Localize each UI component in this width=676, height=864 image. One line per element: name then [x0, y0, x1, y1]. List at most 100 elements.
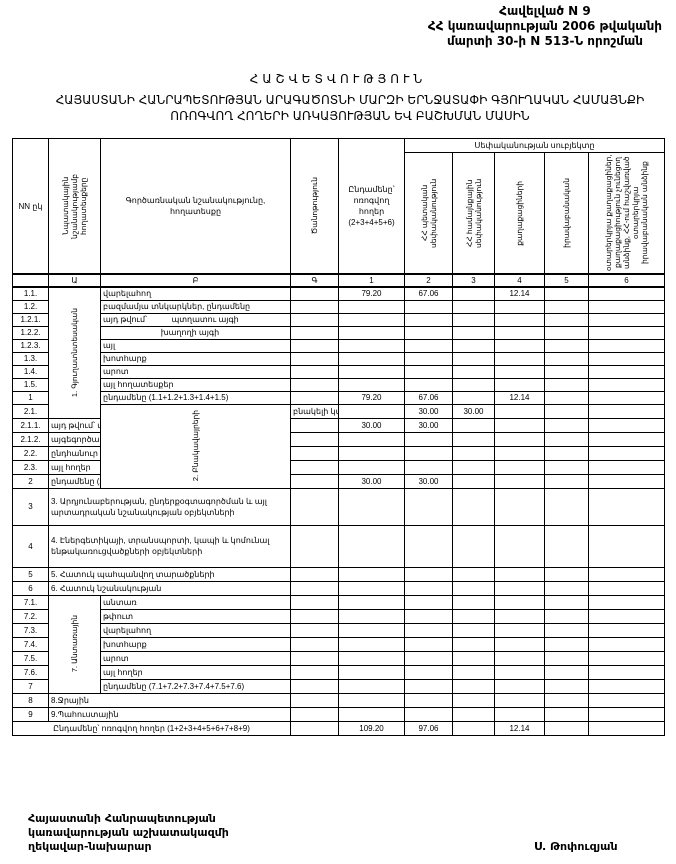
value-col-3 [494, 403, 545, 419]
signatory-line-2: կառավարության աշխատակազմի [28, 826, 229, 839]
note-cell [290, 720, 339, 736]
value-col-4 [494, 325, 545, 340]
value-col-1: 30.00 [338, 417, 405, 433]
row-number: 2.1.1. [12, 417, 49, 433]
header-total: Ընդամենը՝ ոռոգվող հողեր (2+3+4+5+6) [338, 138, 405, 275]
row-label: ընդամենը (1.1+1.2+1.3+1.4+1.5) [100, 390, 291, 405]
value-col-2 [404, 524, 453, 568]
value-col-4 [494, 608, 545, 624]
value-col-4 [494, 377, 545, 392]
note-cell [290, 431, 339, 447]
value-col-3 [452, 678, 495, 694]
note-cell [290, 650, 339, 666]
value-col-6 [587, 445, 666, 461]
value-col-4 [494, 312, 545, 327]
row-label: արոտ [100, 650, 291, 666]
value-col-2 [404, 312, 453, 327]
value-col-4 [494, 650, 545, 666]
row-label: 3. Արդյունաբերության, ընդերքօգտագործման … [48, 487, 291, 526]
value-col-5 [544, 390, 589, 405]
table-row: 2.1.2.այգեգործական (ամառանոցային) [12, 431, 666, 447]
table-row: 7 ընդամենը (7.1+7.2+7.3+7.4+7.5+7.6) [12, 678, 666, 694]
table-body: 1.1. 1. Գյուղատնտեսական վարելահող 79.20 67.0… [12, 286, 666, 736]
row-label: ընդամենը (7.1+7.2+7.3+7.4+7.5+7.6) [100, 678, 291, 694]
value-col-3 [452, 664, 495, 680]
value-col-1 [338, 524, 405, 568]
value-col-5 [544, 431, 589, 447]
value-col-5 [544, 678, 589, 694]
column-code: Ա [48, 273, 101, 288]
table-row: 4 4. Էներգետիկայի, տրանսպորտի, կապի և կոմ… [12, 524, 666, 568]
value-col-3 [452, 390, 495, 405]
row-number: 8 [12, 692, 49, 708]
value-col-4 [494, 351, 545, 366]
note-cell [290, 338, 339, 353]
value-col-3 [452, 364, 495, 379]
column-code: 1 [338, 273, 405, 288]
value-col-3 [452, 351, 495, 366]
value-col-3 [452, 706, 495, 722]
column-code: 6 [587, 273, 666, 288]
value-col-2 [404, 338, 453, 353]
row-number: 1.2. [12, 299, 49, 314]
value-col-5 [544, 580, 589, 596]
value-col-4 [494, 299, 545, 314]
column-code: Գ [290, 273, 339, 288]
value-col-1 [338, 338, 405, 353]
value-col-1: 30.00 [338, 473, 405, 489]
value-col-5 [544, 351, 589, 366]
note-cell [290, 459, 339, 475]
value-col-5 [544, 650, 589, 666]
value-col-5 [587, 403, 666, 419]
value-col-6 [587, 312, 666, 327]
value-col-1 [338, 445, 405, 461]
header-c6-cell: օտարերկրյա քաղաքացիներ, քաղաքացիություն … [587, 152, 666, 275]
column-code: 5 [544, 273, 589, 288]
row-label: անտառ [100, 594, 291, 610]
value-col-4 [494, 706, 545, 722]
signatory-line-1: Հայաստանի Հանրապետության [28, 812, 216, 825]
value-col-5 [544, 608, 589, 624]
table-row: 1.1. 1. Գյուղատնտեսական վարելահող 79.20 67.0… [12, 286, 666, 419]
value-col-3 [452, 594, 495, 610]
value-col-2: 67.06 [404, 390, 453, 405]
row-label: թփուտ [100, 608, 291, 624]
value-col-1: 30.00 [404, 403, 453, 419]
value-col-6 [587, 580, 666, 596]
note-cell [290, 473, 339, 489]
value-col-1 [338, 594, 405, 610]
value-col-6 [587, 622, 666, 638]
value-col-2 [404, 364, 453, 379]
row-number: 3 [12, 487, 49, 526]
table-row: 7.6. այլ հողեր [12, 664, 666, 680]
value-col-1 [338, 459, 405, 475]
value-col-1 [338, 692, 405, 708]
row-number: 1.2.1. [12, 312, 49, 327]
value-col-3 [452, 286, 495, 301]
value-col-3 [452, 325, 495, 340]
value-col-5 [544, 524, 589, 568]
value-col-4 [544, 403, 589, 419]
value-col-5 [544, 622, 589, 638]
value-col-4 [494, 417, 545, 433]
row-number: 7.4. [12, 636, 49, 652]
value-col-4 [494, 566, 545, 582]
note-cell [290, 286, 339, 301]
row-number: 1.2.2. [12, 325, 49, 340]
value-col-3 [452, 622, 495, 638]
value-col-5 [544, 459, 589, 475]
value-col-6 [587, 299, 666, 314]
note-cell [290, 312, 339, 327]
value-col-2 [404, 325, 453, 340]
value-col-3 [452, 299, 495, 314]
value-col-3 [452, 377, 495, 392]
value-col-6 [587, 692, 666, 708]
header-c6: օտարերկրյա քաղաքացիներ, քաղաքացիություն … [604, 154, 649, 272]
value-col-6 [587, 364, 666, 379]
header-c2: ՀՀ պետական սեփականություն [419, 178, 438, 248]
value-col-3 [452, 720, 495, 736]
value-col-4 [494, 524, 545, 568]
group-label-cell: 7. Անտառային [48, 594, 101, 694]
value-col-3 [452, 487, 495, 526]
table-row: 7.4. խոտհարք [12, 636, 666, 652]
